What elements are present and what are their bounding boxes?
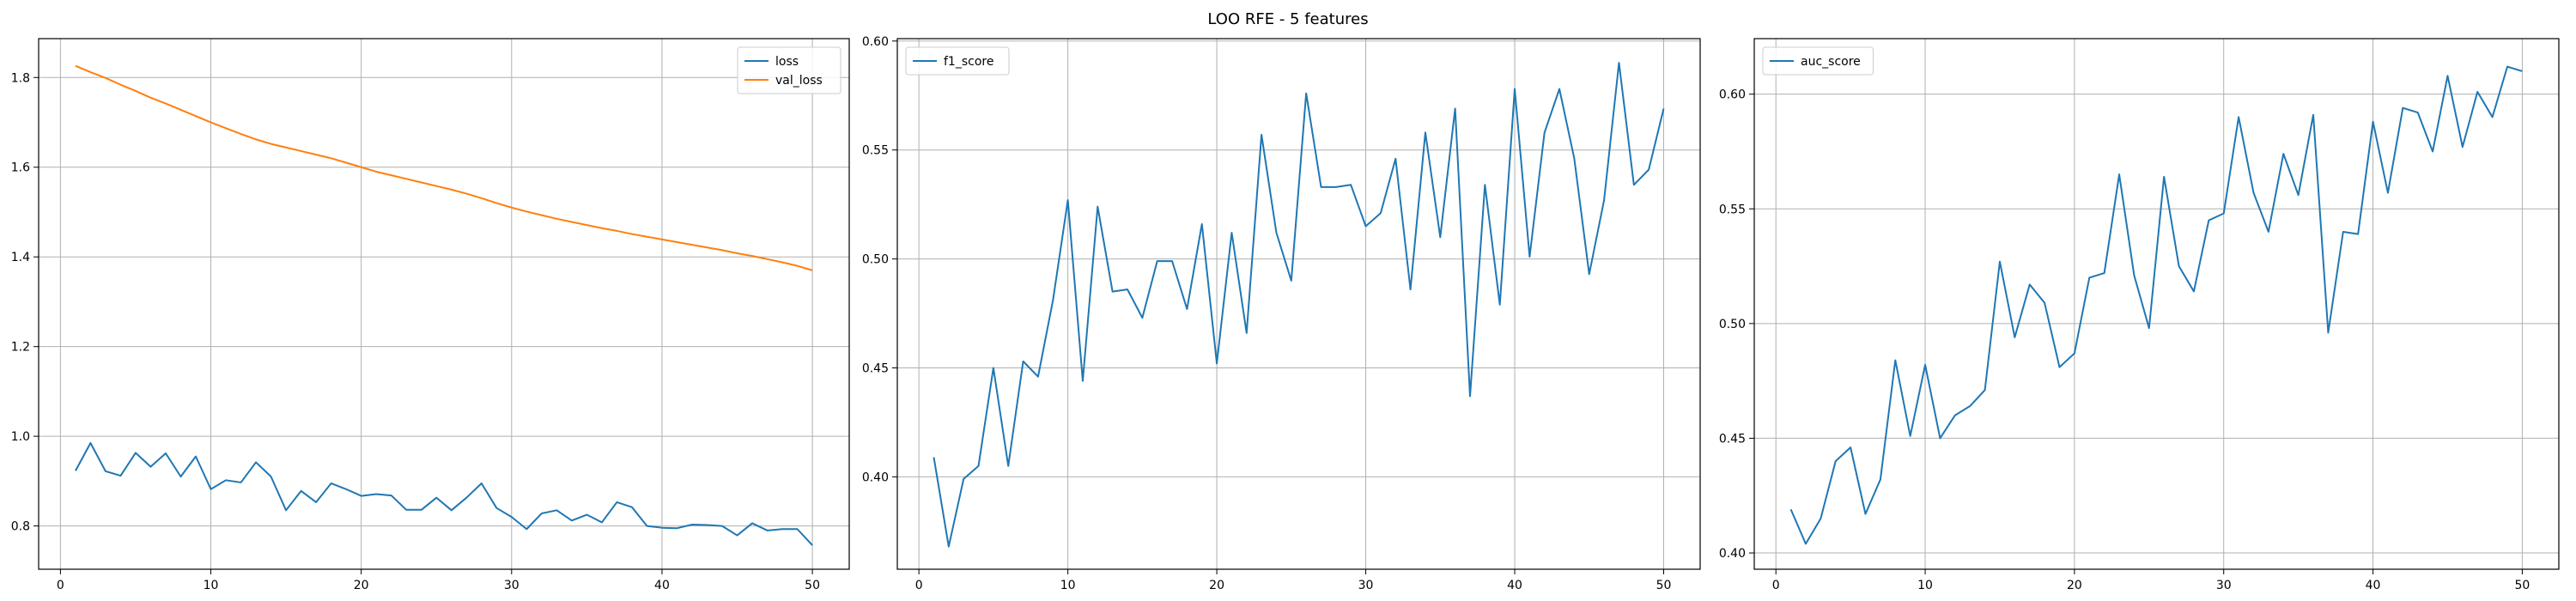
x-tick-label: 30: [1358, 579, 1374, 592]
y-tick-label: 0.8: [11, 520, 30, 534]
legend: loss val_loss: [738, 47, 841, 94]
x-tick-label: 0: [57, 579, 64, 592]
legend-label-loss: loss: [775, 55, 799, 69]
x-tick-label: 10: [204, 579, 219, 592]
y-tick-label: 0.40: [862, 470, 889, 484]
legend: f1_score: [906, 47, 1009, 75]
y-tick-label: 1.6: [11, 161, 30, 175]
y-tick-label: 0.45: [1719, 432, 1746, 446]
legend-label-f1-score: f1_score: [944, 55, 993, 69]
x-tick-label: 40: [2366, 579, 2381, 592]
y-tick-label: 0.60: [862, 35, 889, 49]
y-tick-label: 1.0: [11, 430, 30, 444]
figure-suptitle: LOO RFE - 5 features: [1207, 10, 1368, 28]
legend-label-val-loss: val_loss: [775, 74, 823, 88]
x-tick-label: 50: [1656, 579, 1672, 592]
x-tick-label: 10: [1917, 579, 1933, 592]
y-tick-label: 0.55: [862, 144, 889, 158]
y-tick-label: 0.40: [1719, 547, 1746, 561]
y-tick-label: 1.2: [11, 341, 30, 355]
x-tick-label: 0: [915, 579, 923, 592]
x-tick-label: 0: [1772, 579, 1780, 592]
x-tick-label: 20: [1209, 579, 1224, 592]
x-tick-label: 10: [1060, 579, 1076, 592]
x-tick-label: 40: [1507, 579, 1522, 592]
x-tick-label: 50: [2514, 579, 2530, 592]
x-tick-label: 20: [354, 579, 369, 592]
y-tick-label: 0.50: [1719, 318, 1746, 331]
x-tick-label: 40: [654, 579, 670, 592]
x-tick-label: 30: [2216, 579, 2232, 592]
x-tick-label: 20: [2067, 579, 2082, 592]
y-tick-label: 0.60: [1719, 88, 1746, 102]
x-tick-label: 30: [504, 579, 519, 592]
y-tick-label: 0.45: [862, 361, 889, 375]
x-tick-label: 50: [805, 579, 820, 592]
y-tick-label: 1.8: [11, 71, 30, 85]
y-tick-label: 0.55: [1719, 203, 1746, 216]
y-tick-label: 0.50: [862, 253, 889, 267]
legend: auc_score: [1763, 47, 1874, 75]
legend-label-auc-score: auc_score: [1801, 55, 1861, 69]
y-tick-label: 1.4: [11, 251, 30, 264]
